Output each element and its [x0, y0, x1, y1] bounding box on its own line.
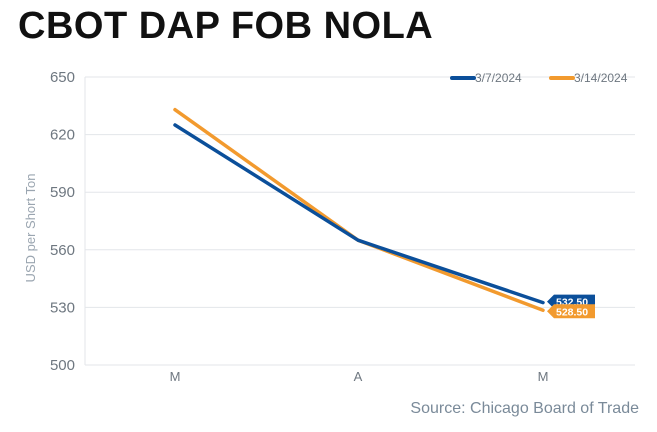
legend-label: 3/14/2024 [574, 71, 628, 85]
gridlines [85, 76, 635, 366]
legend: 3/7/2024 3/14/2024 [450, 71, 628, 85]
x-tick-label: M [170, 369, 181, 384]
source-note: Source: Chicago Board of Trade [410, 400, 639, 417]
series-line [173, 123, 545, 305]
y-tick-label: 500 [50, 357, 75, 374]
chart-title: CBOT DAP FOB NOLA [18, 5, 434, 47]
legend-item: 3/7/2024 [450, 71, 522, 85]
y-tick-label: 560 [50, 242, 75, 259]
y-tick-label: 590 [50, 184, 75, 201]
end-label-tag [547, 304, 595, 319]
legend-item: 3/14/2024 [549, 71, 628, 85]
end-label: 528.50 [547, 304, 595, 319]
end-label-value: 528.50 [556, 306, 588, 318]
line-chart: 500 530 560 590 620 650 M A M USD per Short Ton… [23, 69, 635, 384]
legend-label: 3/7/2024 [475, 71, 522, 85]
y-tick-label: 650 [50, 69, 75, 86]
y-axis-title: USD per Short Ton [23, 174, 38, 283]
series-lines [173, 107, 545, 313]
x-tick-label: M [538, 369, 549, 384]
y-axis: 500 530 560 590 620 650 [50, 69, 86, 374]
x-tick-label: A [354, 369, 363, 384]
series-line [173, 107, 545, 313]
y-tick-label: 620 [50, 127, 75, 144]
y-tick-label: 530 [50, 299, 75, 316]
